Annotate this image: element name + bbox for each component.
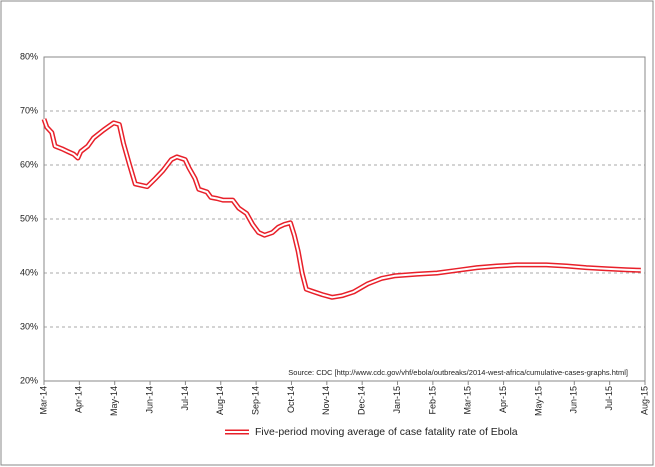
x-tick-label: Mar-14 [38,386,48,415]
data-line-inner [43,118,641,299]
x-tick-label: Aug-15 [639,386,649,415]
y-tick-label: 40% [20,267,38,277]
y-tick-label: 70% [20,105,38,115]
y-tick-label: 80% [20,51,38,61]
x-tick-label: Jul-15 [604,386,614,411]
x-tick-label: Sep-14 [250,386,260,415]
y-tick-label: 50% [20,213,38,223]
x-tick-label: Aug-14 [215,386,225,415]
x-tick-label: Jan-15 [392,386,402,414]
x-tick-label: May-14 [109,386,119,416]
x-tick-label: Jun-14 [144,386,154,414]
y-tick-label: 60% [20,159,38,169]
legend-label: Five-period moving average of case fatal… [255,426,518,438]
x-tick-label: Dec-14 [357,386,367,415]
x-tick-label: Nov-14 [321,386,331,415]
x-tick-label: Apr-14 [74,386,84,413]
x-tick-label: Jun-15 [569,386,579,414]
x-tick-label: Jul-14 [180,386,190,411]
y-tick-label: 20% [20,375,38,385]
x-tick-label: Feb-15 [427,386,437,415]
x-tick-label: May-15 [533,386,543,416]
x-tick-label: Oct-14 [286,386,296,413]
source-note: Source: CDC [http://www.cdc.gov/vhf/ebol… [288,368,628,377]
x-tick-label: Mar-15 [463,386,473,415]
plot-area [43,56,646,382]
x-tick-label: Apr-15 [498,386,508,413]
y-tick-label: 30% [20,321,38,331]
